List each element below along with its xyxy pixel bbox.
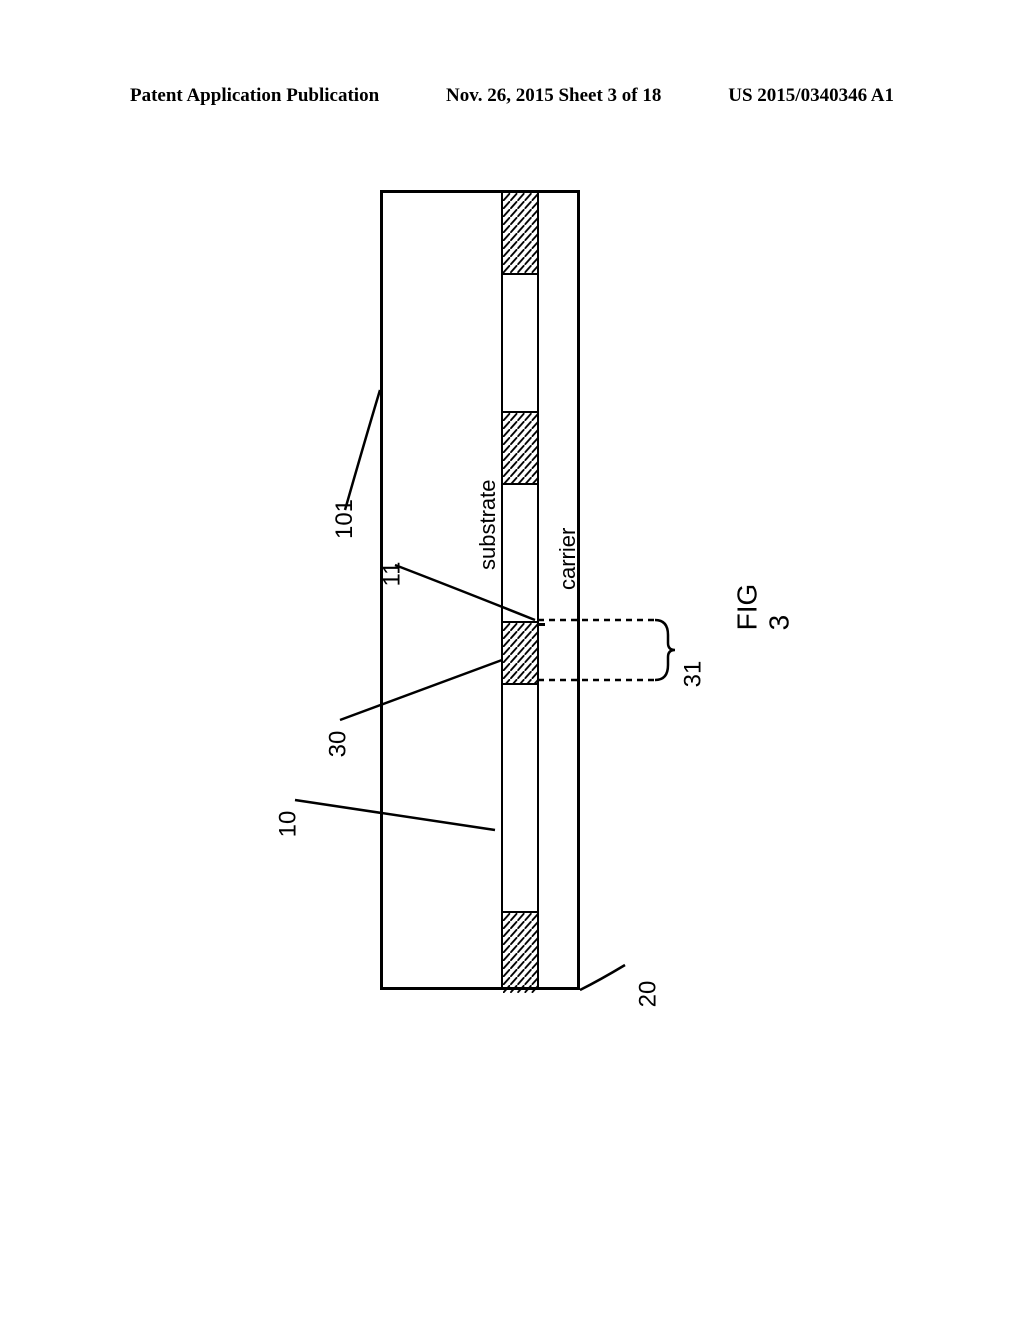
figure-3: substrate carrier 101 11 30 10 20 31 FIG… [180,190,760,1140]
header-center: Nov. 26, 2015 Sheet 3 of 18 [446,85,661,107]
leader-lines [180,190,760,1140]
header-right: US 2015/0340346 A1 [728,85,894,107]
header-left: Patent Application Publication [130,85,379,107]
